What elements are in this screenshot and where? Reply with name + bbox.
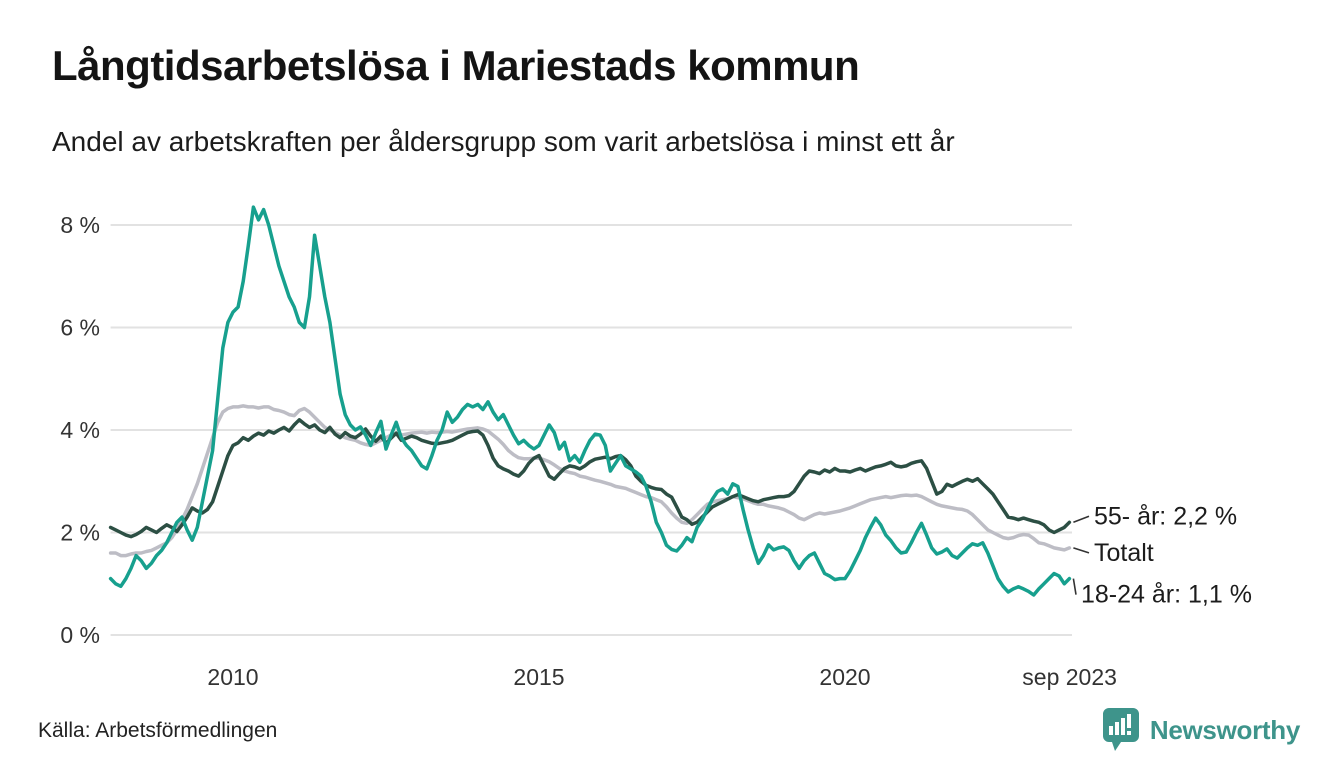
brand-footer: Newsworthy <box>1101 706 1300 754</box>
x-axis-label-sep-2023: sep 2023 <box>1022 664 1117 690</box>
y-axis-label-2: 2 % <box>60 520 100 546</box>
end-label-18-24-år: 18-24 år: 1,1 % <box>1081 581 1252 609</box>
series-line-55--år <box>108 418 1072 539</box>
end-label-connector-Totalt <box>1073 547 1090 554</box>
logo-bar-small <box>1108 726 1113 735</box>
x-axis-label-2015: 2015 <box>513 664 564 690</box>
y-axis-label-8: 8 % <box>60 212 100 238</box>
series-line-Totalt <box>108 404 1072 558</box>
x-axis-label-2010: 2010 <box>207 664 258 690</box>
logo-exclamation-dot <box>1126 731 1131 735</box>
newsworthy-logo-icon <box>1102 708 1139 751</box>
y-axis-label-4: 4 % <box>60 417 100 443</box>
x-axis-label-2020: 2020 <box>819 664 870 690</box>
logo-bar-tall <box>1120 718 1125 735</box>
series-line-18-24-år <box>108 205 1072 597</box>
end-label-Totalt: Totalt <box>1094 539 1154 567</box>
brand-name: Newsworthy <box>1149 714 1300 745</box>
y-axis-label-0: 0 % <box>60 622 100 648</box>
logo-exclamation-stem <box>1126 714 1131 728</box>
end-label-55--år: 55- år: 2,2 % <box>1094 502 1237 530</box>
source-note: Källa: Arbetsförmedlingen <box>38 719 278 742</box>
page-subtitle: Andel av arbetskraften per åldersgrupp s… <box>52 126 955 157</box>
end-label-connector-55--år <box>1073 515 1090 523</box>
end-label-connector-18-24-år <box>1072 578 1077 595</box>
page-title: Långtidsarbetslösa i Mariestads kommun <box>52 42 860 89</box>
logo-bar-medium <box>1114 722 1119 735</box>
y-axis-label-6: 6 % <box>60 315 100 341</box>
